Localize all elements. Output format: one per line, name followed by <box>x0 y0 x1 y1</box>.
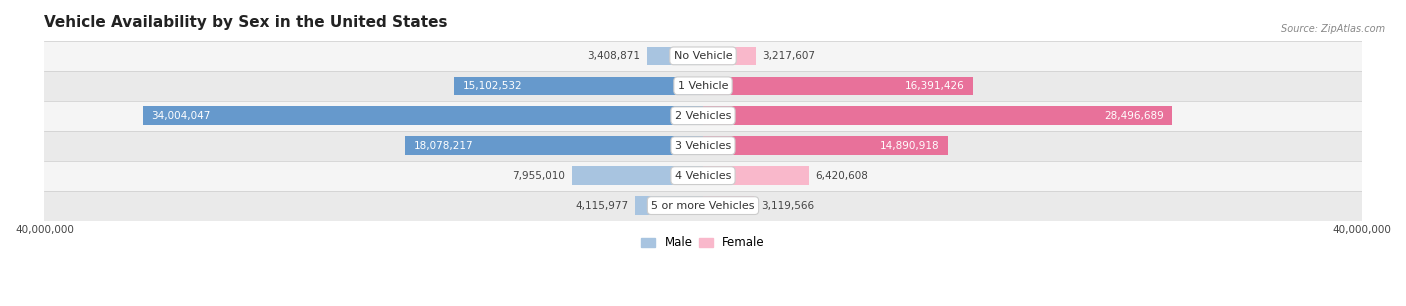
Bar <box>405 136 703 155</box>
Bar <box>45 101 1361 131</box>
Bar <box>703 106 1173 125</box>
Bar <box>45 191 1361 221</box>
Text: 3 Vehicles: 3 Vehicles <box>675 141 731 151</box>
Text: 3,217,607: 3,217,607 <box>762 51 815 61</box>
Bar <box>703 47 756 65</box>
Bar <box>45 41 1361 71</box>
Text: 4 Vehicles: 4 Vehicles <box>675 171 731 181</box>
Bar <box>647 47 703 65</box>
Bar <box>636 196 703 215</box>
Text: 15,102,532: 15,102,532 <box>463 81 522 91</box>
Text: 3,119,566: 3,119,566 <box>761 201 814 211</box>
Text: No Vehicle: No Vehicle <box>673 51 733 61</box>
Text: 34,004,047: 34,004,047 <box>152 111 211 121</box>
Text: 1 Vehicle: 1 Vehicle <box>678 81 728 91</box>
Bar <box>45 71 1361 101</box>
Text: Vehicle Availability by Sex in the United States: Vehicle Availability by Sex in the Unite… <box>45 15 449 30</box>
Bar <box>703 196 755 215</box>
Text: 2 Vehicles: 2 Vehicles <box>675 111 731 121</box>
Bar <box>703 166 808 185</box>
Text: 6,420,608: 6,420,608 <box>815 171 868 181</box>
Bar <box>143 106 703 125</box>
Text: 18,078,217: 18,078,217 <box>413 141 474 151</box>
Legend: Male, Female: Male, Female <box>637 232 769 254</box>
Text: 16,391,426: 16,391,426 <box>905 81 965 91</box>
Bar <box>45 161 1361 191</box>
Bar <box>45 131 1361 161</box>
Text: 4,115,977: 4,115,977 <box>575 201 628 211</box>
Text: 3,408,871: 3,408,871 <box>588 51 640 61</box>
Bar <box>454 76 703 95</box>
Bar <box>703 136 948 155</box>
Bar <box>703 76 973 95</box>
Text: 28,496,689: 28,496,689 <box>1104 111 1164 121</box>
Text: 5 or more Vehicles: 5 or more Vehicles <box>651 201 755 211</box>
Text: Source: ZipAtlas.com: Source: ZipAtlas.com <box>1281 24 1385 35</box>
Text: 14,890,918: 14,890,918 <box>880 141 941 151</box>
Bar <box>572 166 703 185</box>
Text: 7,955,010: 7,955,010 <box>513 171 565 181</box>
